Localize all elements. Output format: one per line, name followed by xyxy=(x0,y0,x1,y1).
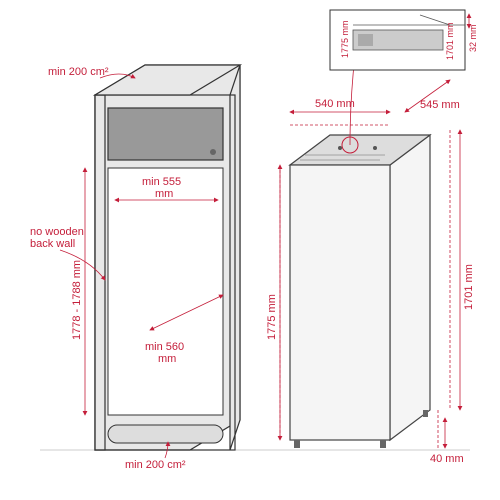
vent-bottom-label: min 200 cm² xyxy=(125,459,186,471)
diagram-container: { "cabinet": { "vent_top": "min 200 cm²"… xyxy=(0,0,500,500)
detail-height-b: 1701 mm xyxy=(445,22,455,60)
cabinet-height-label: 1778 - 1788 mm xyxy=(71,260,83,340)
foot-height-label: 40 mm xyxy=(430,453,464,465)
no-back-wall-label: no woodenback wall xyxy=(30,226,84,250)
detail-height-a: 1775 mm xyxy=(340,20,350,58)
appliance-inner-height-label: 1775 mm xyxy=(266,294,278,340)
cabinet-group xyxy=(95,65,240,450)
detail-box-group: 1775 mm 1701 mm 32 mm xyxy=(330,10,478,70)
technical-drawing: min 200 cm² no woodenback wall 1778 - 17… xyxy=(0,0,500,500)
detail-gap: 32 mm xyxy=(468,24,478,52)
appliance-outer-height-label: 1701 mm xyxy=(463,264,475,310)
top-width-label: 540 mm xyxy=(315,98,355,110)
appliance-width-label: 545 mm xyxy=(420,99,460,111)
vent-top-label: min 200 cm² xyxy=(48,66,109,78)
appliance-group xyxy=(290,135,430,448)
